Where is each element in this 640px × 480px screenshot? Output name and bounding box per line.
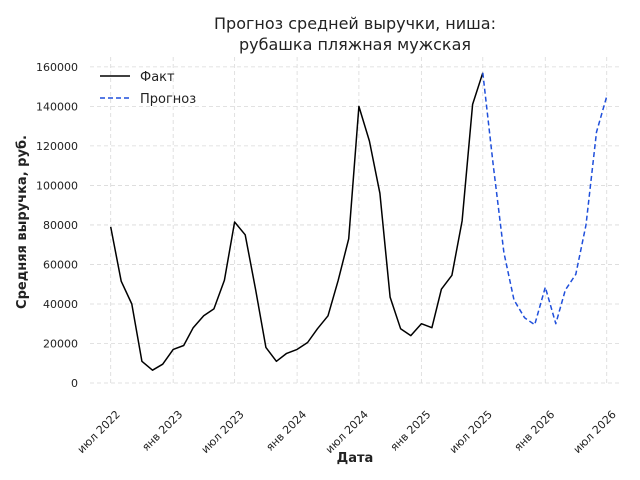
y-axis-label: Средняя выручка, руб. [15, 135, 30, 309]
series-line-fact [109, 72, 484, 371]
x-tick-label: июл 2024 [323, 408, 371, 456]
legend-label-fact: Факт [140, 70, 175, 85]
x-tick-label: июл 2025 [447, 408, 495, 456]
grid-lines [90, 57, 622, 384]
x-tick-label: янв 2025 [388, 408, 434, 454]
y-tick-label: 160000 [36, 61, 78, 74]
chart-title-line-1: Прогноз средней выручки, ниша: [214, 14, 496, 33]
y-tick-label: 40000 [43, 298, 78, 311]
y-axis-ticks: 0 20000 40000 60000 80000 100000 120000 140000 1… [36, 61, 78, 390]
x-axis-ticks: июл 2022 янв 2023 июл 2023 янв 2024 июл 2024… [75, 408, 619, 456]
y-tick-label: 20000 [43, 337, 78, 350]
x-tick-label: янв 2024 [263, 408, 309, 454]
y-tick-label: 140000 [36, 100, 78, 113]
y-tick-label: 0 [71, 377, 78, 390]
x-tick-label: июл 2022 [75, 408, 123, 456]
series-line-forecast [482, 72, 608, 326]
x-tick-label: июл 2023 [199, 408, 247, 456]
chart-title-line-2: рубашка пляжная мужская [239, 35, 471, 54]
legend-label-forecast: Прогноз [140, 92, 196, 107]
y-tick-label: 60000 [43, 258, 78, 271]
x-tick-label: янв 2023 [139, 408, 185, 454]
x-axis-label: Дата [337, 451, 374, 466]
x-tick-label: янв 2026 [512, 408, 558, 454]
y-tick-label: 80000 [43, 219, 78, 232]
y-tick-label: 120000 [36, 140, 78, 153]
series-lines [109, 72, 608, 371]
legend: Факт Прогноз [100, 70, 196, 107]
y-tick-label: 100000 [36, 179, 78, 192]
x-tick-label: июл 2026 [571, 408, 619, 456]
